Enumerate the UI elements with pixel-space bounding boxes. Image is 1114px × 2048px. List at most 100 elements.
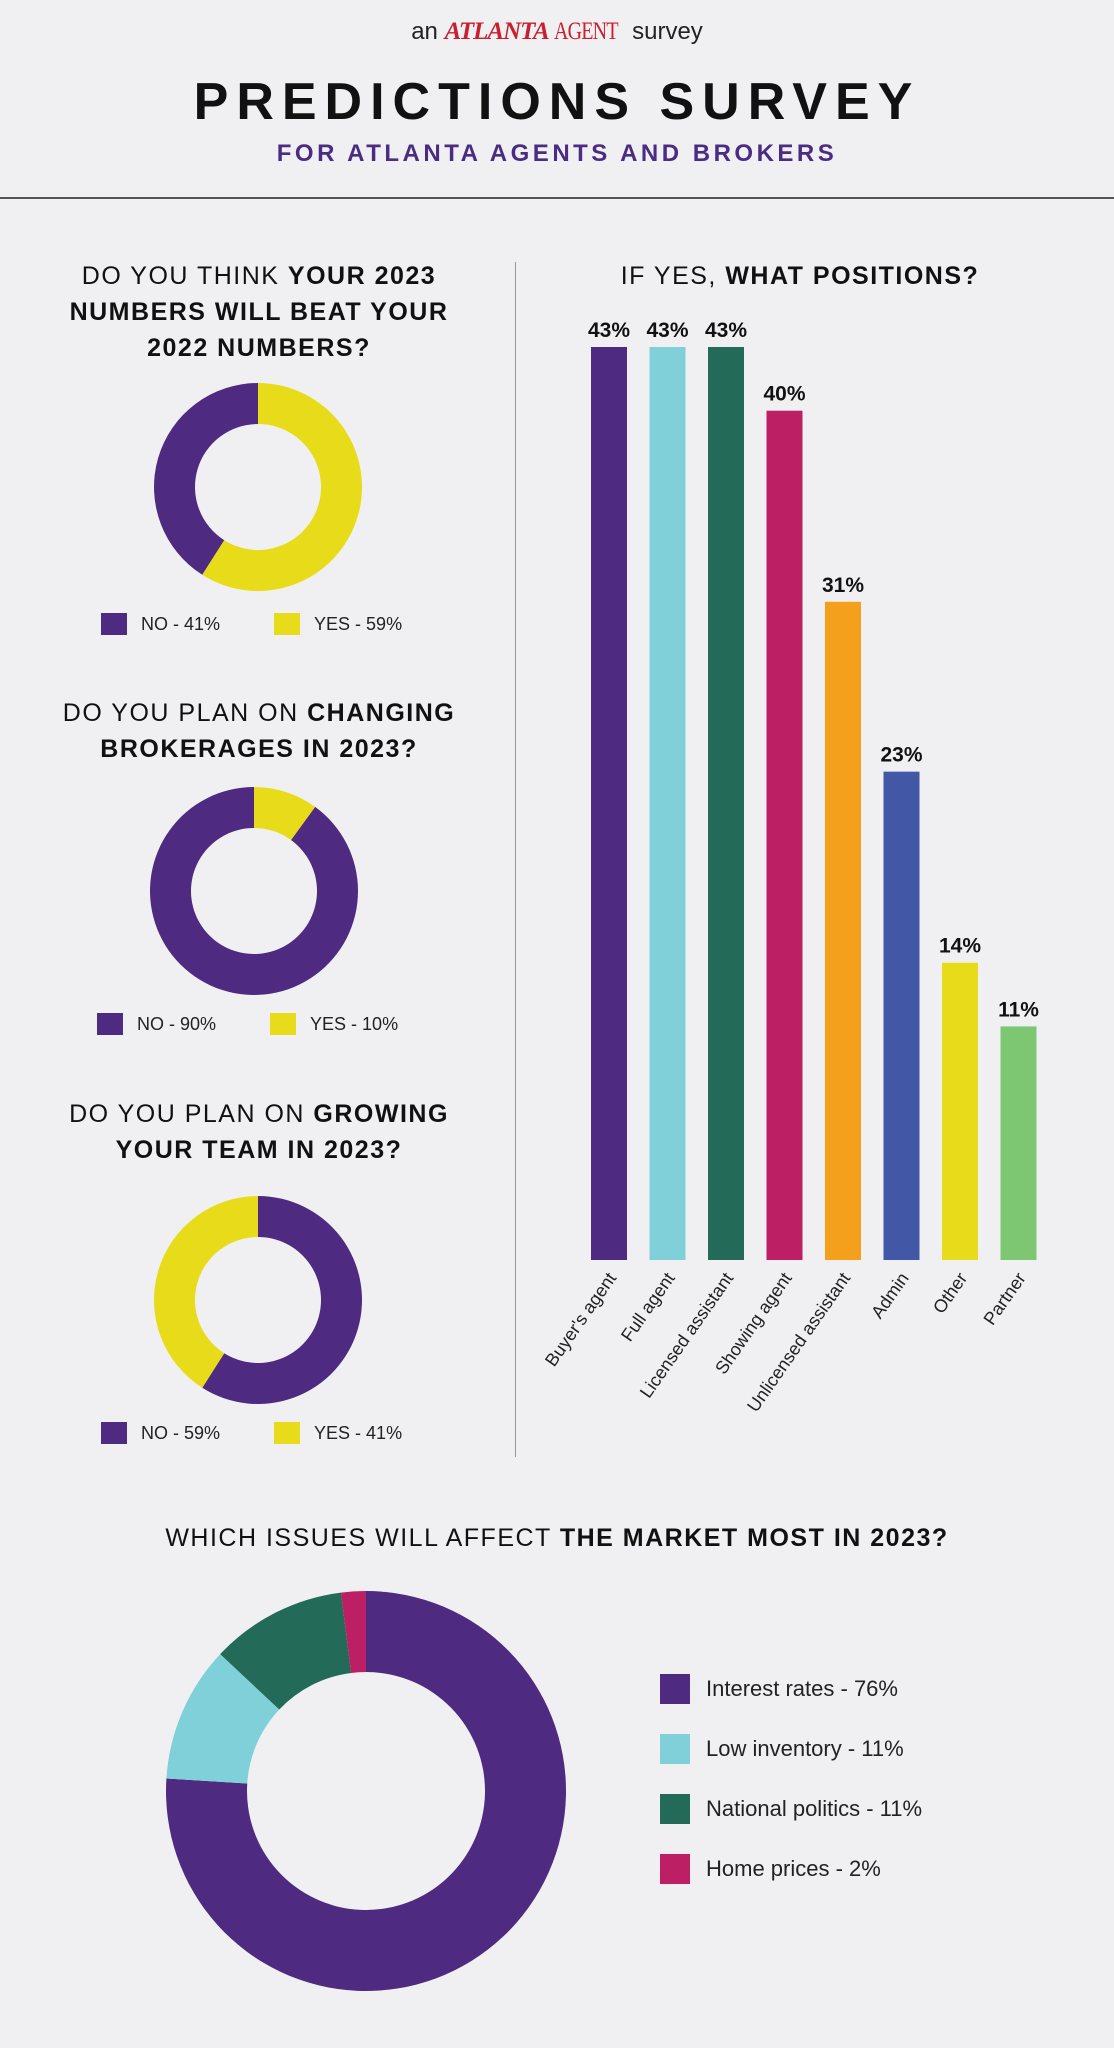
legend-label-yes: YES - 10% (310, 1013, 399, 1034)
question-growing-team: DO YOU PLAN ON GROWING YOUR TEAM IN 2023… (20, 1096, 498, 1168)
legend-market-issues: Interest rates - 76% Low inventory - 11%… (660, 1674, 922, 1914)
legend-swatch-no (101, 613, 127, 635)
q3-plain: DO YOU PLAN ON (69, 1100, 314, 1128)
bar-full-agent (649, 347, 686, 1260)
bar-unlicensed-assistant (825, 601, 861, 1260)
atlanta-agent-logo-agent: AGENT (553, 18, 619, 45)
q1-line1: DO YOU THINK YOUR 2023 (20, 258, 498, 294)
donut-chart-market-issues (166, 1591, 566, 1991)
legend-item-national-politics: National politics - 11% (660, 1794, 922, 1824)
question-what-positions: IF YES, WHAT POSITIONS? (540, 258, 1060, 294)
legend-label-interest-rates: Interest rates - 76% (706, 1676, 898, 1701)
question-market-issues: WHICH ISSUES WILL AFFECT THE MARKET MOST… (0, 1520, 1114, 1556)
q1-plain: DO YOU THINK (81, 262, 288, 290)
atlanta-agent-logo-atlanta: ATLANTA (444, 18, 550, 45)
q1-line2: NUMBERS WILL BEAT YOUR (20, 294, 498, 330)
legend-label-low-inventory: Low inventory - 11% (706, 1736, 904, 1761)
bar-category-partner: Partner (980, 1269, 1030, 1329)
bar-admin (883, 771, 920, 1260)
column-divider (515, 262, 516, 1457)
donut-slice-yes (202, 383, 362, 591)
q3-bold-1: GROWING (313, 1100, 449, 1128)
legend-swatch-yes (274, 1422, 301, 1444)
survey-brand-line: an ATLANTA AGENT survey (0, 18, 1114, 46)
q2-bold-1: CHANGING (307, 699, 456, 727)
legend-label-no: NO - 90% (137, 1013, 217, 1034)
donut-slice-home-prices (340, 1591, 366, 1673)
donut-slice-yes (254, 787, 316, 841)
q3-bold-2: YOUR TEAM IN 2023? (115, 1136, 403, 1164)
donut-slice-low-inventory (166, 1654, 280, 1784)
legend-swatch-no (101, 1422, 127, 1444)
bar-category-full-agent: Full agent (617, 1269, 679, 1345)
q2-line1: DO YOU PLAN ON CHANGING (20, 695, 498, 731)
donut-chart-beat-numbers (154, 383, 362, 591)
legend-label-no: NO - 41% (141, 613, 221, 634)
bar-value-buyer-s-agent: 43% (588, 319, 630, 342)
donut-chart-changing-brokerages (150, 787, 358, 995)
bar-value-unlicensed-assistant: 31% (822, 574, 864, 597)
legend-swatch-low-inventory (660, 1734, 690, 1764)
bar-value-admin: 23% (880, 744, 922, 767)
bar-category-other: Other (929, 1269, 971, 1317)
bar-showing-agent (766, 410, 803, 1260)
donut-slice-no (202, 1196, 362, 1404)
question-changing-brokerages: DO YOU PLAN ON CHANGING BROKERAGES IN 20… (20, 695, 498, 767)
q2-bold-2: BROKERAGES IN 2023? (100, 735, 418, 763)
q5-plain: WHICH ISSUES WILL AFFECT (165, 1524, 560, 1552)
q4-plain: IF YES, (620, 262, 726, 290)
legend-item-no: NO - 41% (101, 613, 220, 635)
legend-label-national-politics: National politics - 11% (706, 1796, 923, 1821)
legend-growing-team: NO - 59% YES - 41% (101, 1422, 402, 1444)
legend-swatch-interest-rates (660, 1674, 690, 1704)
page-subtitle: FOR ATLANTA AGENTS AND BROKERS (276, 140, 838, 167)
bar-licensed-assistant (708, 347, 744, 1260)
q1-bold-3: 2022 NUMBERS? (147, 334, 371, 362)
q3-line1: DO YOU PLAN ON GROWING (20, 1096, 498, 1132)
legend-swatch-national-politics (660, 1794, 690, 1824)
legend-item-yes: YES - 10% (270, 1013, 398, 1035)
donut-slice-no (150, 787, 358, 995)
q1-line3: 2022 NUMBERS? (20, 330, 498, 366)
legend-changing-brokerages: NO - 90% YES - 10% (97, 1013, 398, 1035)
bar-category-buyer-s-agent: Buyer's agent (541, 1269, 620, 1370)
legend-item-low-inventory: Low inventory - 11% (660, 1734, 922, 1764)
legend-item-no: NO - 59% (101, 1422, 220, 1444)
q2-plain: DO YOU PLAN ON (62, 699, 308, 727)
legend-item-yes: YES - 59% (274, 613, 402, 635)
bar-category-unlicensed-assistant: Unlicensed assistant (743, 1269, 854, 1416)
bar-value-full-agent: 43% (646, 319, 688, 342)
q1-bold-2: NUMBERS WILL BEAT YOUR (69, 298, 449, 326)
bar-partner (1000, 1026, 1037, 1260)
page-title: PREDICTIONS SURVEY (193, 73, 921, 131)
q2-line2: BROKERAGES IN 2023? (20, 731, 498, 767)
q3-line2: YOUR TEAM IN 2023? (20, 1132, 498, 1168)
bar-category-admin: Admin (867, 1269, 913, 1322)
bar-value-licensed-assistant: 43% (705, 319, 747, 342)
legend-swatch-yes (270, 1013, 297, 1035)
legend-item-home-prices: Home prices - 2% (660, 1854, 922, 1884)
bar-value-showing-agent: 40% (763, 383, 805, 406)
legend-label-yes: YES - 59% (314, 613, 403, 634)
legend-item-no: NO - 90% (97, 1013, 216, 1035)
donut-chart-growing-team (154, 1196, 362, 1404)
bar-buyer-s-agent (591, 347, 627, 1260)
legend-label-no: NO - 59% (141, 1422, 221, 1443)
donut-slice-yes (154, 1196, 258, 1388)
legend-swatch-yes (274, 613, 301, 635)
donut-slice-no (154, 383, 258, 575)
brand-suffix: survey (632, 18, 703, 45)
legend-label-yes: YES - 41% (314, 1422, 403, 1443)
legend-swatch-no (97, 1013, 123, 1035)
brand-prefix: an (411, 18, 438, 45)
legend-item-interest-rates: Interest rates - 76% (660, 1674, 922, 1704)
legend-item-yes: YES - 41% (274, 1422, 402, 1444)
bar-other (942, 962, 978, 1260)
legend-label-home-prices: Home prices - 2% (706, 1856, 881, 1881)
q5-bold: THE MARKET MOST IN 2023? (559, 1524, 949, 1552)
bar-value-partner: 11% (998, 998, 1039, 1021)
legend-beat-numbers: NO - 41% YES - 59% (101, 613, 402, 635)
q1-bold-1: YOUR 2023 (287, 262, 437, 290)
header-divider (0, 197, 1114, 199)
